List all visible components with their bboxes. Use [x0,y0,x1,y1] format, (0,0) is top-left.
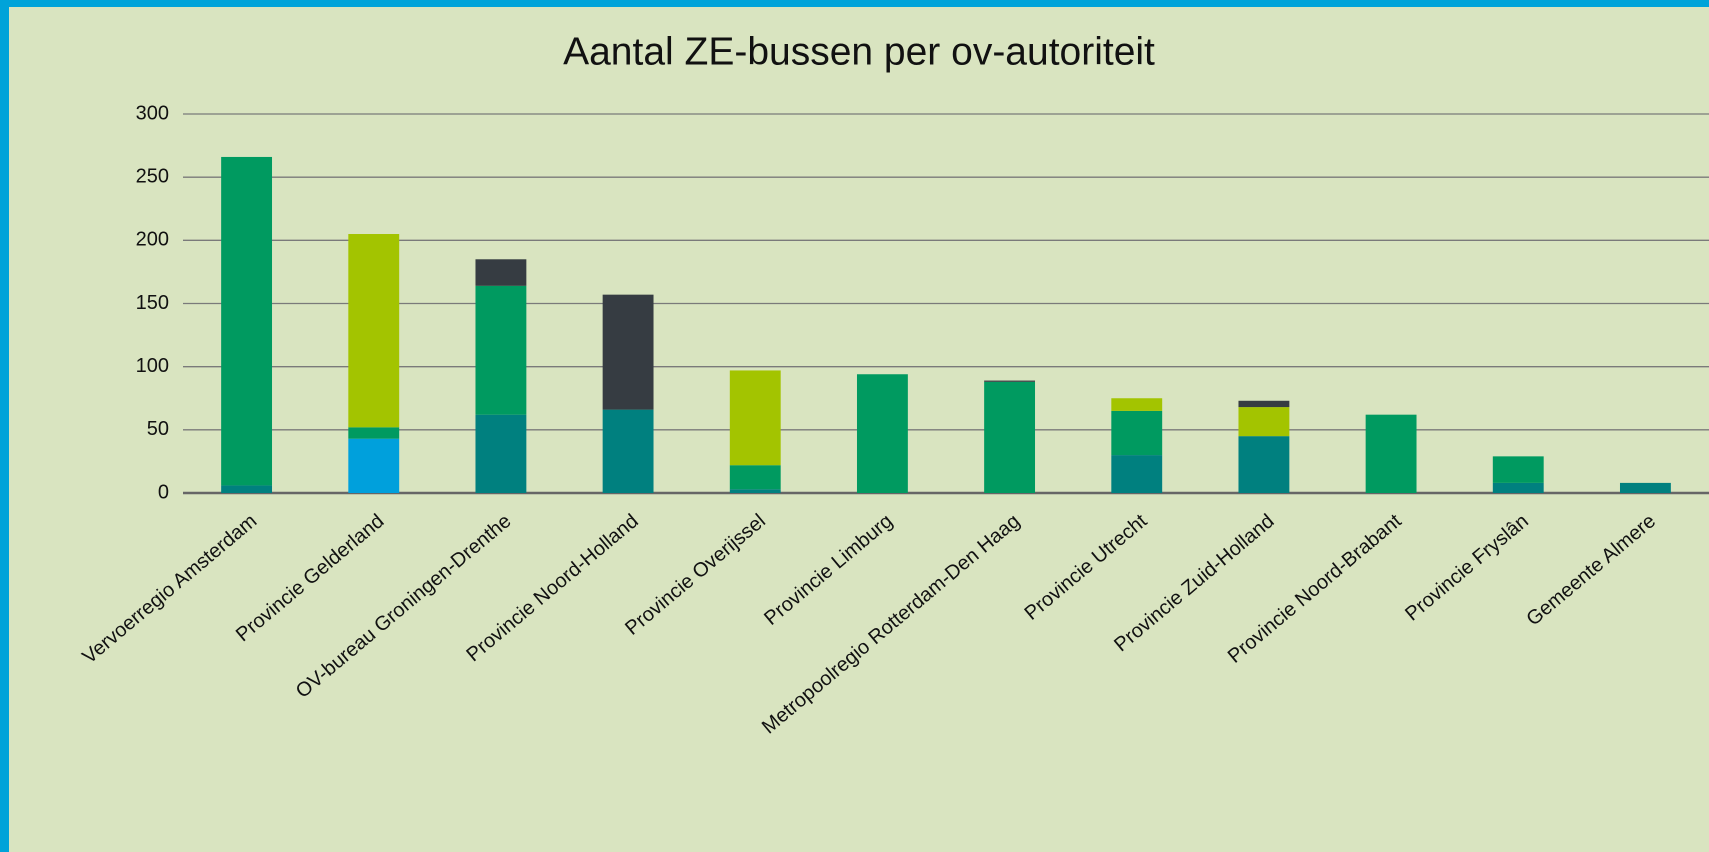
bar-segment [984,380,1036,382]
bar-segment [1492,482,1544,493]
bar-segment [856,374,908,493]
bar-segment [1619,482,1671,493]
y-tick-label: 200 [136,229,169,251]
bar-segment [1111,455,1163,493]
bar-segment [1365,414,1417,493]
bar-segment [221,485,273,493]
bar-segment [475,285,527,415]
chart: Aantal ZE-bussen per ov-autoriteit 0 50 10… [9,7,1709,852]
y-tick-label: 150 [136,292,169,314]
bar-segment [1238,407,1290,437]
bar-segment [729,370,781,466]
bar-segment [1111,398,1163,411]
bar-segment [475,259,527,286]
bar-segment [1238,400,1290,408]
y-tick-label: 0 [158,481,169,503]
bar-segment [729,489,781,493]
bar-segment [729,465,781,490]
bar-segment [602,294,654,410]
bar-segment [348,234,400,428]
y-tick-label: 250 [136,165,169,187]
bar-segment [348,427,400,439]
bar-segment [602,409,654,493]
bar-segment [348,438,400,493]
bar-segment [984,381,1036,493]
bar-segment [1111,410,1163,456]
bar-segment [221,156,273,486]
bar-segment [475,414,527,493]
y-tick-label: 50 [147,418,169,440]
chart-title: Aantal ZE-bussen per ov-autoriteit [563,30,1155,73]
bar-segment [1492,456,1544,483]
bar-segment [1238,436,1290,493]
y-tick-label: 300 [136,102,169,124]
y-tick-label: 100 [136,355,169,377]
